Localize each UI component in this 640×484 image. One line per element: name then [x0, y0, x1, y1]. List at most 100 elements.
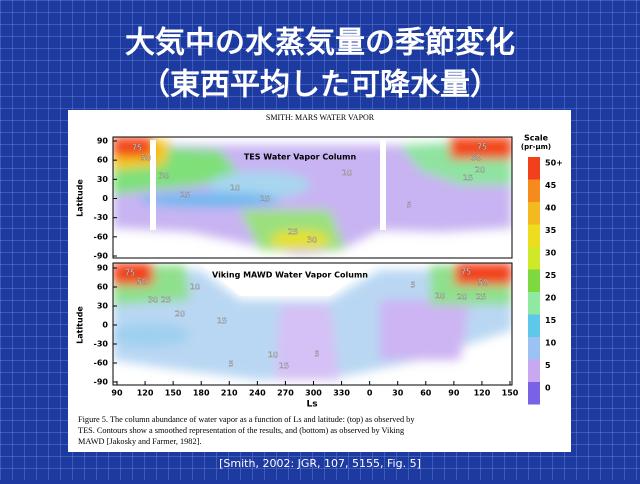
contour-label: 15 [180, 191, 190, 200]
contour-label: 75 [125, 269, 135, 278]
contour-label: 5 [228, 360, 233, 369]
scale-swatch [528, 314, 540, 337]
y-tick-label: 0 [102, 321, 108, 330]
caption-line: Figure 5. The column abundance of water … [78, 415, 415, 424]
x-tick-label: 300 [305, 389, 322, 398]
figure-header: SMITH: MARS WATER VAPOR [266, 113, 375, 122]
panel-title: TES Water Vapor Column [244, 153, 357, 162]
bottom-map [113, 263, 512, 385]
scale-swatch [528, 224, 540, 247]
contour-label: 5 [406, 201, 411, 210]
contour-label: 50 [478, 279, 488, 288]
x-tick-label: 150 [502, 389, 519, 398]
y-tick-label: -30 [94, 340, 109, 349]
top-map [113, 137, 512, 258]
y-tick-label: -30 [94, 213, 109, 222]
title-line: 大気中の水蒸気量の季節変化 [125, 26, 515, 61]
x-tick-label: 0 [367, 389, 373, 398]
scale-swatch [528, 337, 540, 360]
scale-label: 5 [545, 361, 551, 370]
contour-label: 20 [175, 310, 185, 319]
scale-label: 45 [545, 181, 557, 190]
contour-label: 10 [435, 292, 445, 301]
y-tick-label: 60 [97, 156, 109, 165]
x-tick-label: 60 [420, 389, 432, 398]
contour-label: 25 [161, 296, 171, 305]
x-tick-label: 90 [448, 389, 460, 398]
scale-swatch [528, 382, 540, 405]
caption-line: MAWD [Jakosky and Farmer, 1982]. [78, 437, 201, 446]
scale-label: 30 [545, 249, 557, 258]
y-tick-label: 90 [97, 137, 109, 146]
contour-label: 10 [342, 169, 352, 178]
bottom-frame [112, 262, 513, 386]
y-tick-label: 90 [97, 264, 109, 273]
scale-swatch [528, 269, 540, 292]
x-tick-label: 270 [277, 389, 294, 398]
x-tick-label: 150 [165, 389, 182, 398]
y-tick-label: -60 [94, 359, 109, 368]
y-tick-label: 60 [97, 283, 109, 292]
x-tick-label: 330 [333, 389, 350, 398]
contour-label: 75 [132, 144, 142, 153]
x-tick-label: 30 [392, 389, 404, 398]
contour-label: 50 [141, 154, 151, 163]
contour-label: 5 [410, 281, 415, 290]
scale-label: 25 [545, 271, 557, 280]
contour-label: 30 [159, 172, 169, 181]
scale-swatch [528, 247, 540, 270]
y-axis-label: Latitude [76, 179, 85, 217]
scale-label: 50+ [545, 159, 563, 168]
panel-title: Viking MAWD Water Vapor Column [212, 271, 368, 280]
y-tick-label: -90 [94, 252, 109, 261]
contour-label: 75 [477, 143, 487, 152]
contour-label: 25 [476, 293, 486, 302]
contour-label: 10 [268, 351, 278, 360]
citation: [Smith, 2002: JGR, 107, 5155, Fig. 5] [219, 457, 421, 470]
scale-swatch [528, 359, 540, 382]
y-tick-label: -60 [94, 232, 109, 241]
contour-label: 75 [461, 268, 471, 277]
top-frame [112, 136, 513, 259]
scale-swatch [528, 179, 540, 202]
y-tick-label: -90 [94, 378, 109, 387]
scale-label: 35 [545, 226, 557, 235]
x-tick-label: 120 [474, 389, 491, 398]
contour-label: 15 [463, 174, 473, 183]
scale-label: 0 [545, 384, 551, 393]
x-tick-label: 120 [137, 389, 154, 398]
contour-label: 10 [230, 184, 240, 193]
scale-swatch [528, 202, 540, 225]
contour-label: 20 [475, 166, 485, 175]
x-tick-label: 180 [193, 389, 210, 398]
contour-label: 50 [137, 278, 147, 287]
scale-swatch [528, 292, 540, 315]
scale-label: 15 [545, 316, 557, 325]
scale-label: 40 [545, 204, 557, 213]
y-tick-label: 30 [97, 302, 109, 311]
title-line: （東西平均した可降水量） [140, 68, 500, 103]
scale-title: Scale [524, 134, 549, 143]
contour-label: 25 [288, 228, 298, 237]
scale-unit: (pr-μm) [521, 143, 551, 151]
contour-label: 30 [307, 236, 317, 245]
contour-label: 20 [457, 293, 467, 302]
x-tick-label: 90 [111, 389, 123, 398]
contour-label: 5 [314, 350, 319, 359]
caption-line: TES. Contours show a smoothed representa… [78, 426, 404, 435]
y-tick-label: 0 [102, 194, 108, 203]
y-axis-label: Latitude [76, 306, 85, 344]
scale-label: 20 [545, 294, 557, 303]
contour-label: 15 [217, 317, 227, 326]
y-tick-label: 30 [97, 175, 109, 184]
contour-label: 15 [279, 362, 289, 371]
x-tick-label: 210 [221, 389, 238, 398]
contour-label: 15 [260, 195, 270, 204]
x-axis-label: Ls [306, 400, 317, 410]
contour-label: 60 [471, 154, 481, 163]
contour-label: 30 [148, 296, 158, 305]
scale-label: 10 [545, 339, 557, 348]
contour-label: 10 [190, 283, 200, 292]
